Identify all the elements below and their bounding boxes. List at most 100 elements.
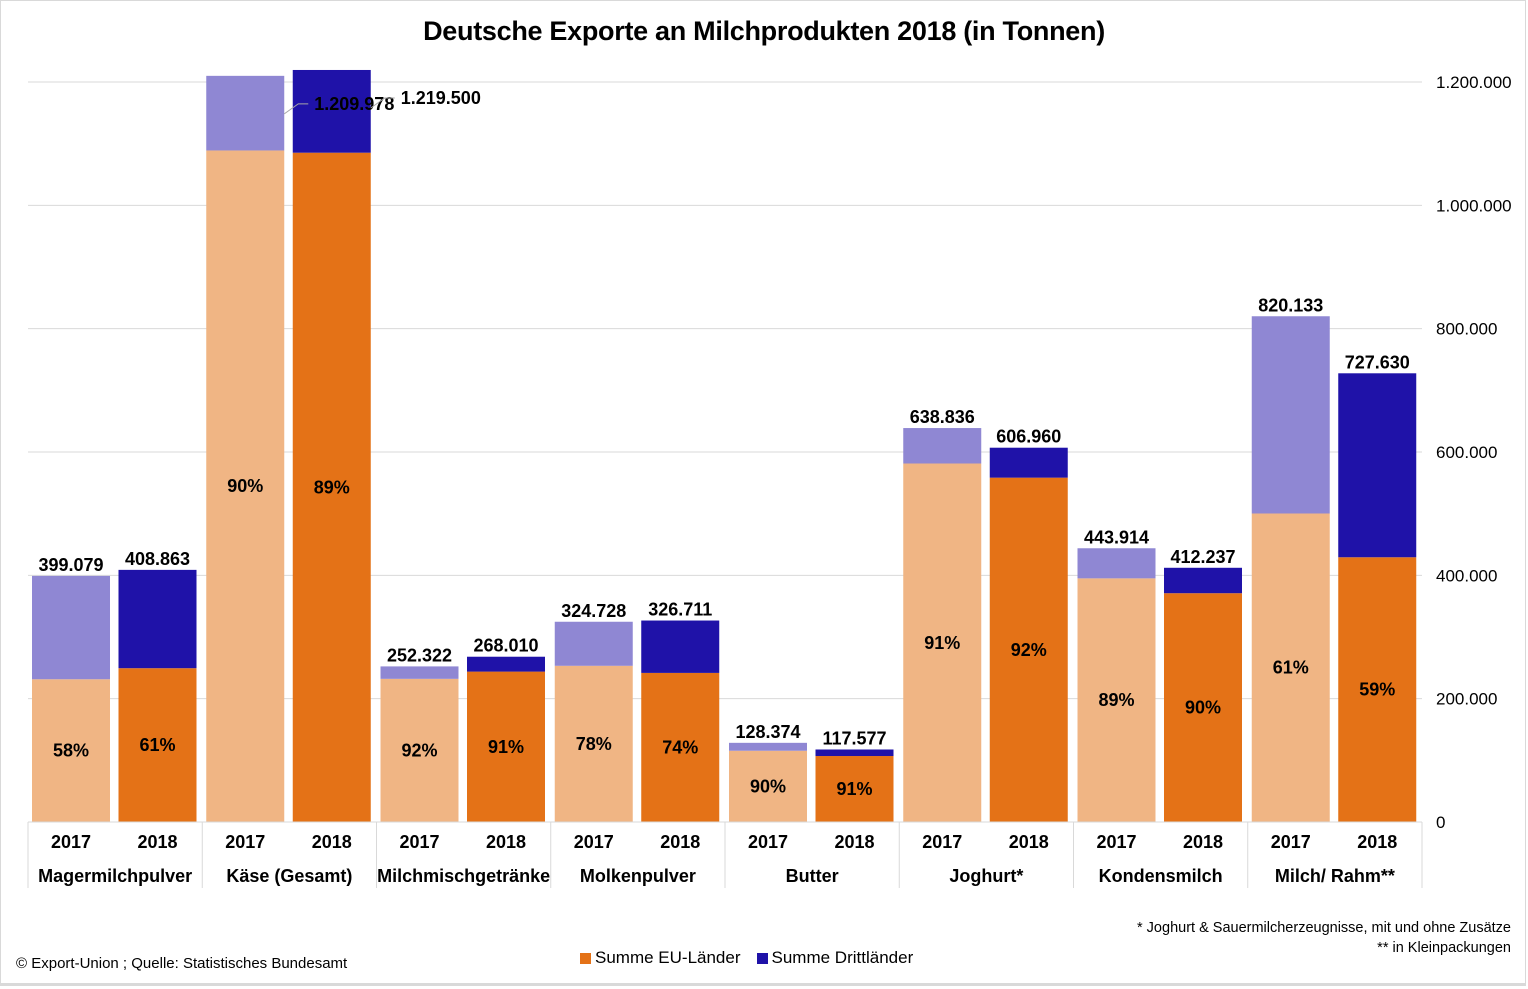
bar-third-2017: [32, 575, 110, 680]
total-label: 820.133: [1258, 295, 1323, 315]
bar-eu-2018: [815, 756, 894, 822]
chart-title: Deutsche Exporte an Milchprodukten 2018 …: [423, 16, 1105, 46]
eu-percent-label: 89%: [314, 477, 350, 497]
year-label: 2018: [660, 832, 700, 852]
bar-third-2017: [206, 75, 285, 151]
legend: Summe EU-Länder Summe Drittländer: [580, 948, 913, 968]
eu-percent-label: 58%: [53, 741, 89, 761]
bar-eu-2017: [1077, 578, 1156, 822]
legend-item-eu[interactable]: Summe EU-Länder: [580, 948, 741, 968]
footnote-joghurt: * Joghurt & Sauermilcherzeugnisse, mit u…: [1137, 920, 1511, 936]
total-label: 268.010: [473, 636, 538, 656]
total-label: 117.577: [822, 728, 886, 748]
total-label: 412.237: [1170, 547, 1235, 567]
year-label: 2017: [399, 832, 439, 852]
bar-third-2017: [903, 428, 982, 464]
bar-eu-2018: [1164, 593, 1242, 822]
year-label: 2018: [486, 832, 526, 852]
total-label: 443.914: [1084, 527, 1149, 547]
y-tick-label: 1.200.000: [1436, 73, 1512, 92]
year-label: 2018: [1357, 832, 1397, 852]
category-label: Milch/ Rahm**: [1275, 866, 1395, 886]
total-label: 252.322: [387, 645, 452, 665]
bar-eu-2017: [903, 463, 982, 822]
eu-percent-label: 61%: [1273, 658, 1309, 678]
x-axis: 2017 2018 Magermilchpulver 2017 2018 Käse (Ge…: [27, 821, 1423, 888]
bar-third-2017: [1077, 548, 1156, 579]
bar-eu-2017: [729, 750, 807, 822]
year-label: 2017: [574, 832, 614, 852]
year-label: 2017: [748, 832, 788, 852]
eu-percent-label: 89%: [1098, 690, 1134, 710]
y-tick-label: 800.000: [1436, 320, 1497, 339]
total-label: 727.630: [1345, 352, 1410, 372]
bar-third-2017: [729, 742, 807, 751]
y-tick-label: 200.000: [1436, 690, 1497, 709]
total-label: 606.960: [996, 427, 1061, 447]
bar-eu-2018: [989, 477, 1068, 822]
eu-percent-label: 61%: [139, 735, 175, 755]
eu-percent-label: 74%: [662, 737, 698, 757]
eu-percent-label: 91%: [488, 737, 524, 757]
total-label: 1.209.978: [314, 94, 394, 114]
year-label: 2017: [1096, 832, 1136, 852]
year-label: 2018: [312, 832, 352, 852]
bar-third-2017: [380, 666, 459, 679]
source-note: © Export-Union ; Quelle: Statistisches B…: [16, 955, 348, 972]
bar-third-2018: [1338, 373, 1417, 558]
bar-eu-2017: [1251, 513, 1330, 822]
year-label: 2017: [225, 832, 265, 852]
eu-percent-label: 90%: [1185, 698, 1221, 718]
category-label: Joghurt*: [949, 866, 1023, 886]
bar-third-2018: [292, 69, 371, 153]
bar-eu-2017: [206, 150, 285, 822]
bar-third-2018: [467, 656, 545, 672]
legend-swatch-eu: [580, 952, 591, 964]
footnote-kleinpackungen: ** in Kleinpackungen: [1377, 940, 1511, 956]
bar-eu-2018: [292, 152, 371, 822]
bar-eu-2017: [380, 678, 459, 822]
year-label: 2017: [922, 832, 962, 852]
category-label: Kondensmilch: [1099, 866, 1223, 886]
bar-eu-2018: [1338, 557, 1417, 822]
bar-eu-2017: [554, 665, 633, 822]
year-label: 2018: [834, 832, 874, 852]
eu-percent-label: 90%: [227, 476, 263, 496]
eu-percent-label: 92%: [401, 740, 437, 760]
bar-third-2018: [989, 447, 1068, 478]
total-label: 128.374: [735, 722, 800, 742]
year-label: 2018: [1009, 832, 1049, 852]
y-axis: 0 200.000 400.000 600.000 800.000 1.000.000 1.…: [1436, 73, 1512, 832]
category-label: Milchmischgetränke: [377, 866, 550, 886]
total-label: 326.711: [648, 600, 712, 620]
category-label: Käse (Gesamt): [226, 866, 352, 886]
bar-eu-2018: [467, 671, 545, 822]
callout-line: [370, 97, 395, 109]
y-tick-label: 400.000: [1436, 566, 1497, 585]
eu-percent-label: 91%: [836, 779, 872, 799]
bar-third-2018: [815, 749, 894, 757]
year-label: 2018: [137, 832, 177, 852]
bar-eu-2018: [118, 668, 197, 822]
total-label: 324.728: [561, 601, 626, 621]
legend-item-third[interactable]: Summe Drittländer: [756, 948, 913, 968]
data-labels: 399.079 58% 408.863 61% 1.209.978 90% 1.219.50…: [38, 88, 1409, 799]
bar-third-2018: [641, 620, 720, 673]
bar-third-2018: [118, 569, 197, 669]
eu-percent-label: 91%: [924, 633, 960, 653]
total-label: 408.863: [125, 549, 190, 569]
eu-percent-label: 90%: [750, 776, 786, 796]
eu-percent-label: 92%: [1011, 640, 1047, 660]
footnotes: * Joghurt & Sauermilcherzeugnisse, mit u…: [1137, 918, 1511, 958]
legend-label-eu: Summe EU-Länder: [595, 948, 741, 967]
total-label: 399.079: [38, 555, 103, 575]
y-tick-label: 600.000: [1436, 443, 1497, 462]
bar-third-2017: [554, 621, 633, 666]
bar-third-2018: [1164, 567, 1242, 594]
year-label: 2018: [1183, 832, 1223, 852]
year-label: 2017: [1271, 832, 1311, 852]
y-tick-label: 1.000.000: [1436, 196, 1512, 215]
y-tick-label: 0: [1436, 813, 1445, 832]
